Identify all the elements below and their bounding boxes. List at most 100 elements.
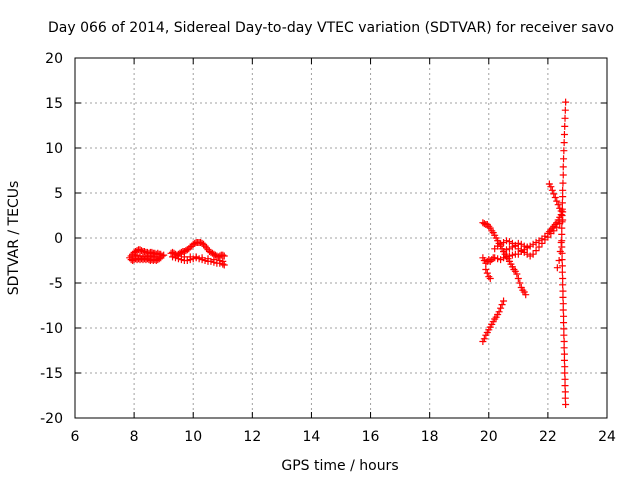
data-point [561, 114, 569, 122]
data-point [558, 268, 566, 276]
data-point [538, 239, 546, 247]
data-point [495, 308, 503, 316]
data-point [559, 281, 567, 289]
data-marks [126, 98, 570, 408]
data-point [500, 254, 508, 262]
data-point [220, 252, 228, 260]
data-point [529, 250, 537, 258]
chart-title: Day 066 of 2014, Sidereal Day-to-day VTE… [48, 20, 614, 36]
data-point [560, 338, 568, 345]
data-point [130, 252, 138, 260]
data-point [561, 388, 569, 396]
data-point [554, 201, 562, 209]
data-point [486, 275, 494, 282]
data-point [154, 249, 162, 257]
data-point [560, 356, 568, 364]
x-tick-label: 22 [539, 429, 557, 445]
y-tick-label: 10 [45, 141, 63, 157]
data-point [516, 279, 524, 287]
y-tick-label: 15 [45, 96, 63, 112]
data-point [561, 369, 569, 377]
data-point [560, 155, 568, 163]
data-point [560, 147, 568, 155]
data-point [183, 257, 191, 264]
y-tick-label: 5 [54, 186, 63, 202]
data-point [562, 98, 570, 106]
data-point [136, 252, 144, 260]
data-point [174, 252, 182, 260]
data-point [505, 252, 513, 260]
data-point [532, 247, 540, 255]
data-point [497, 304, 505, 312]
data-point [198, 254, 206, 262]
data-point [559, 293, 567, 301]
data-point [491, 254, 499, 262]
y-tick-label: 20 [45, 51, 63, 67]
x-tick-label: 24 [598, 429, 616, 445]
data-point [535, 243, 543, 251]
data-point [560, 350, 568, 358]
data-point [482, 266, 490, 273]
data-point [558, 199, 566, 207]
data-point [560, 331, 568, 339]
data-point [547, 183, 555, 191]
data-point [192, 253, 200, 261]
x-tick-label: 14 [303, 429, 321, 445]
y-tick-label: -20 [40, 411, 63, 427]
data-point [561, 375, 569, 383]
data-point [558, 256, 566, 264]
data-point [494, 255, 502, 263]
data-point [559, 179, 567, 187]
data-point [503, 246, 511, 254]
data-point [142, 252, 150, 260]
data-point [553, 197, 561, 205]
data-point [559, 275, 567, 282]
data-point [480, 335, 488, 343]
data-point [558, 243, 566, 251]
y-tick-label: 0 [54, 231, 63, 247]
data-point [560, 325, 568, 333]
data-point [553, 264, 561, 272]
data-point [151, 253, 159, 261]
data-point [158, 252, 166, 260]
data-point [139, 253, 147, 261]
data-point [559, 163, 567, 171]
data-point [558, 218, 566, 226]
data-point [558, 230, 566, 238]
x-tick-label: 6 [71, 429, 80, 445]
data-point [561, 106, 569, 114]
data-point [204, 255, 212, 263]
data-point [560, 139, 568, 147]
data-point [483, 269, 491, 277]
data-point [560, 319, 568, 327]
data-point [559, 186, 567, 194]
x-axis-label: GPS time / hours [281, 458, 398, 474]
data-point [220, 261, 228, 269]
data-point [138, 247, 145, 255]
data-point [559, 171, 567, 179]
data-point [514, 275, 522, 282]
x-tick-label: 20 [480, 429, 498, 445]
data-point [503, 237, 511, 245]
y-tick-label: -15 [40, 366, 63, 382]
data-point [513, 270, 521, 278]
data-point [169, 253, 177, 261]
x-tick-label: 18 [421, 429, 439, 445]
data-point [550, 190, 558, 198]
data-point [480, 220, 488, 228]
data-point [558, 237, 566, 245]
data-point [148, 252, 156, 260]
data-point [558, 205, 566, 213]
data-point [559, 193, 567, 201]
data-point [219, 257, 227, 265]
data-point [560, 312, 568, 320]
data-point [180, 253, 188, 261]
data-point [551, 194, 559, 201]
data-point [186, 253, 194, 261]
data-point [216, 257, 224, 264]
data-point [559, 306, 567, 314]
data-point [160, 251, 168, 259]
y-axis-label: SDTVAR / TECUs [6, 181, 22, 296]
